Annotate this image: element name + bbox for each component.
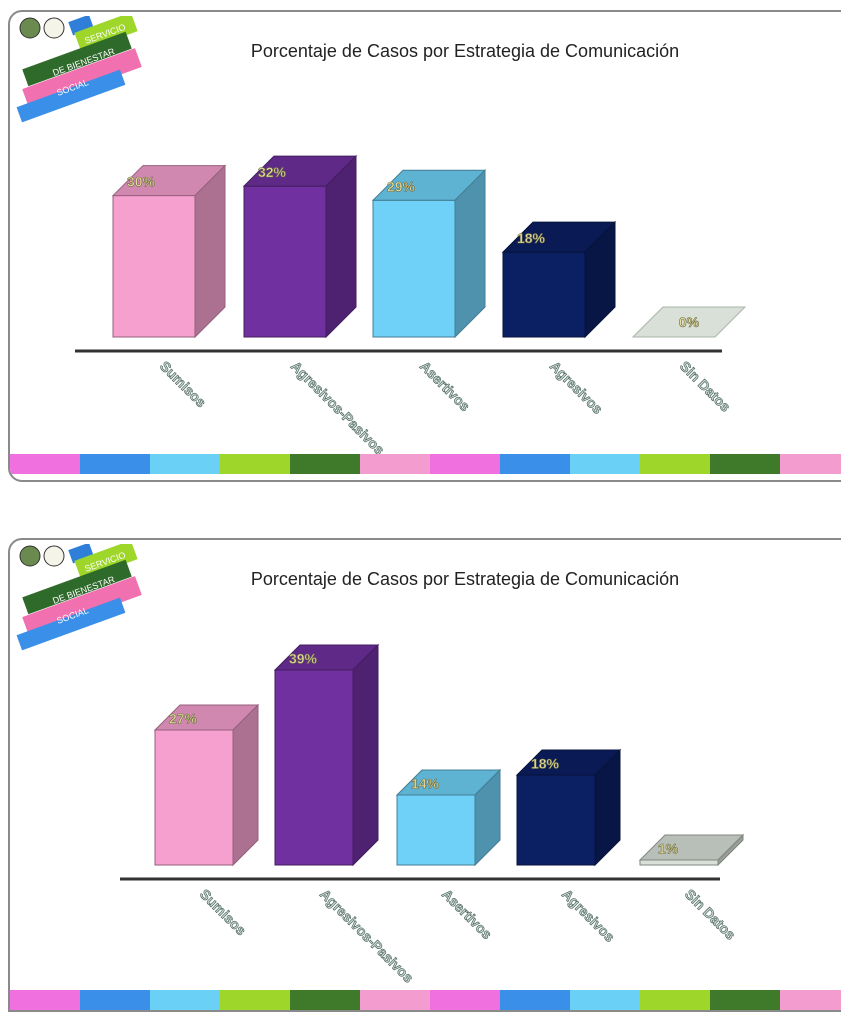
category-label: Agresivos: [547, 358, 606, 417]
stripe-segment: [220, 990, 290, 1010]
stripe-segment: [430, 990, 500, 1010]
stripe-segment: [360, 454, 430, 474]
bar-sumisos: [153, 703, 260, 867]
stripe-segment: [570, 454, 640, 474]
bar-agresivos: [501, 220, 617, 339]
category-label: Sumisos: [197, 886, 250, 939]
stripe-segment: [430, 454, 500, 474]
stripe-segment: [780, 990, 841, 1010]
data-label: 1%: [658, 841, 679, 857]
data-label: 39%: [289, 651, 318, 667]
stripe-segment: [290, 990, 360, 1010]
stripe-segment: [10, 454, 80, 474]
category-label: Sumisos: [157, 358, 210, 411]
stripe-segment: [80, 454, 150, 474]
chart-title: Porcentaje de Casos por Estrategia de Co…: [251, 41, 679, 61]
category-label: Asertivos: [417, 358, 474, 415]
data-label: 18%: [531, 756, 560, 772]
stripe-segment: [80, 990, 150, 1010]
stripe-segment: [290, 454, 360, 474]
data-label: 32%: [258, 164, 287, 180]
category-label: Sin Datos: [682, 886, 739, 943]
bar-sin-datos: [631, 306, 747, 338]
data-label: 0%: [679, 314, 700, 330]
chart-slide-1: SERVICIO DE BIENESTAR SOCIAL Porcentaje …: [8, 10, 841, 482]
bar-agresivos: [515, 748, 622, 867]
bar-agresivos-pasivos: [273, 643, 380, 867]
stripe-segment: [150, 990, 220, 1010]
bar-sumisos: [111, 164, 227, 339]
program-logo: SERVICIO DE BIENESTAR SOCIAL: [16, 16, 142, 123]
stripe-segment: [780, 454, 841, 474]
stripe-segment: [220, 454, 290, 474]
chart-title: Porcentaje de Casos por Estrategia de Co…: [251, 569, 679, 589]
category-label: Agresivos-Pasivos: [288, 358, 388, 458]
bar-agresivos-pasivos: [242, 154, 358, 339]
decorative-stripe: [10, 990, 841, 1010]
stripe-segment: [710, 990, 780, 1010]
bar-asertivos: [395, 768, 502, 867]
bar-sin-datos: [638, 833, 745, 867]
stripe-segment: [10, 990, 80, 1010]
stripe-segment: [570, 990, 640, 1010]
data-label: 30%: [127, 174, 156, 190]
category-label: Agresivos: [559, 886, 618, 945]
bar-chart-1: Porcentaje de Casos por Estrategia de Co…: [75, 41, 747, 458]
data-label: 27%: [169, 711, 198, 727]
stripe-segment: [710, 454, 780, 474]
bar-asertivos: [371, 169, 487, 339]
program-logo: SERVICIO DE BIENESTAR SOCIAL: [16, 544, 142, 651]
data-label: 14%: [411, 776, 440, 792]
decorative-stripe: [10, 454, 841, 474]
bar-chart-2: Porcentaje de Casos por Estrategia de Co…: [120, 569, 745, 986]
chart-slide-2: SERVICIO DE BIENESTAR SOCIAL Porcentaje …: [8, 538, 841, 1012]
data-label: 18%: [517, 230, 546, 246]
stripe-segment: [500, 990, 570, 1010]
stripe-segment: [640, 990, 710, 1010]
stripe-segment: [500, 454, 570, 474]
data-label: 29%: [387, 178, 416, 194]
stripe-segment: [640, 454, 710, 474]
category-label: Sin Datos: [677, 358, 734, 415]
stripe-segment: [150, 454, 220, 474]
category-label: Agresivos-Pasivos: [317, 886, 417, 986]
stripe-segment: [360, 990, 430, 1010]
category-label: Asertivos: [439, 886, 496, 943]
